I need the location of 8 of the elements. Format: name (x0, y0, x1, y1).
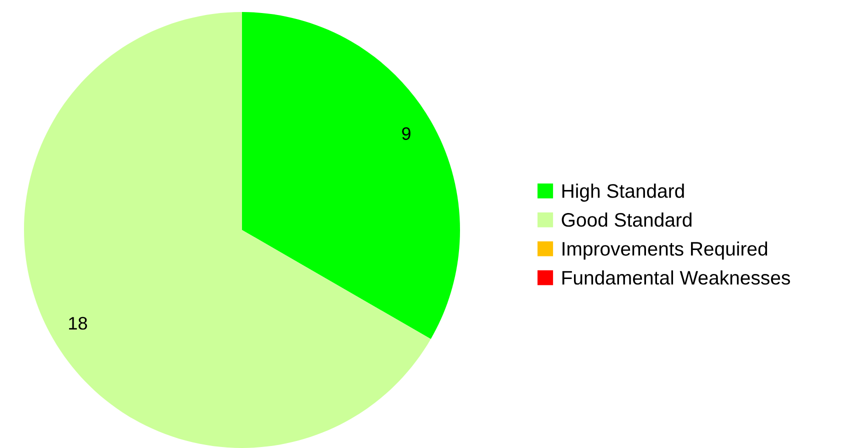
data-label: 9 (402, 127, 410, 140)
legend-label: Good Standard (562, 212, 692, 227)
legend-label: Fundamental Weaknesses (562, 270, 790, 285)
pie-slice (242, 12, 460, 339)
legend-label: High Standard (562, 184, 684, 202)
data-label: 18 (69, 316, 88, 330)
pie-slice (24, 12, 431, 448)
legend-label: Improvements Required (562, 241, 768, 260)
